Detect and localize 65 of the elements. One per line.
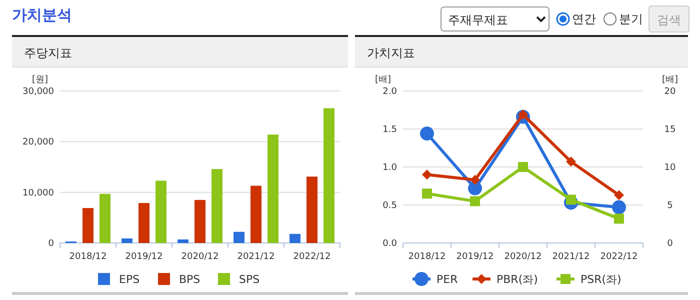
text: 가치분석 bbox=[12, 6, 72, 24]
y2-axis-title: [배] bbox=[662, 75, 678, 85]
x-tick-label: 2021/12 bbox=[237, 252, 275, 262]
bar bbox=[324, 108, 334, 243]
bar bbox=[250, 186, 262, 243]
dropdown-field: 주재무제표 bbox=[440, 6, 550, 32]
x-tick-label: 2021/12 bbox=[552, 252, 590, 262]
x-tick-label: 2022/12 bbox=[600, 252, 638, 262]
y-tick-label: 0.0 bbox=[382, 239, 398, 249]
point bbox=[420, 126, 434, 141]
legend-label: SPS bbox=[239, 273, 260, 286]
bar bbox=[100, 194, 110, 243]
x-tick-label: 2020/12 bbox=[181, 252, 219, 262]
x-tick-label: 2018/12 bbox=[408, 252, 446, 262]
y2-tick-label: 5 bbox=[667, 201, 673, 211]
bar bbox=[268, 134, 278, 243]
radio-unchecked: 분기 bbox=[604, 12, 643, 26]
bar bbox=[178, 239, 188, 243]
y2-tick-label: 15 bbox=[664, 125, 676, 135]
y-tick-label: 0 bbox=[48, 239, 54, 249]
point bbox=[614, 214, 624, 224]
y-tick-label: 0.5 bbox=[382, 201, 397, 211]
bar bbox=[306, 176, 318, 243]
legend-label: PER bbox=[436, 273, 458, 286]
point bbox=[566, 156, 576, 167]
y-tick-label: 2.0 bbox=[382, 87, 398, 97]
x-tick-label: 2019/12 bbox=[456, 252, 494, 262]
point bbox=[470, 174, 480, 185]
bar bbox=[212, 169, 222, 243]
y-tick-label: 30,000 bbox=[22, 87, 54, 97]
bar bbox=[122, 238, 132, 243]
y-tick-label: 20,000 bbox=[22, 138, 54, 148]
point bbox=[614, 190, 624, 200]
bar bbox=[234, 232, 244, 243]
y-axis-title: [원] bbox=[32, 75, 48, 85]
point bbox=[468, 181, 482, 196]
y-axis-title: [배] bbox=[374, 75, 392, 85]
x-tick-label: 2019/12 bbox=[125, 252, 163, 262]
chart-title: 가치지표 bbox=[367, 46, 415, 60]
bar bbox=[138, 202, 150, 243]
radio-checked: 연간 bbox=[556, 12, 596, 26]
bar bbox=[156, 180, 166, 243]
chart-title: 주당지표 bbox=[24, 46, 72, 60]
legend-label: EPS bbox=[119, 273, 140, 286]
legend-label: PSR(좌) bbox=[580, 273, 622, 286]
y2-tick-label: 20 bbox=[664, 87, 676, 97]
y-tick-label: 1.5 bbox=[382, 125, 397, 135]
y2-tick-label: 10 bbox=[664, 163, 676, 173]
x-tick-label: 2022/12 bbox=[293, 252, 331, 262]
x-tick-label: 2018/12 bbox=[69, 252, 107, 262]
point bbox=[470, 196, 480, 206]
y2-tick-label: 0 bbox=[667, 239, 674, 249]
point bbox=[518, 162, 528, 172]
bar bbox=[290, 234, 300, 243]
search-button: 검색 bbox=[648, 6, 690, 32]
point bbox=[422, 188, 432, 199]
legend-label: PBR(좌) bbox=[496, 273, 538, 286]
legend-label: BPS bbox=[179, 273, 200, 286]
bar bbox=[194, 200, 206, 243]
x-tick-label: 2020/12 bbox=[504, 252, 542, 262]
bar bbox=[82, 208, 94, 243]
point bbox=[612, 200, 626, 214]
point bbox=[422, 170, 432, 180]
y-tick-label: 10,000 bbox=[22, 188, 54, 198]
y-tick-label: 1.0 bbox=[382, 163, 398, 173]
